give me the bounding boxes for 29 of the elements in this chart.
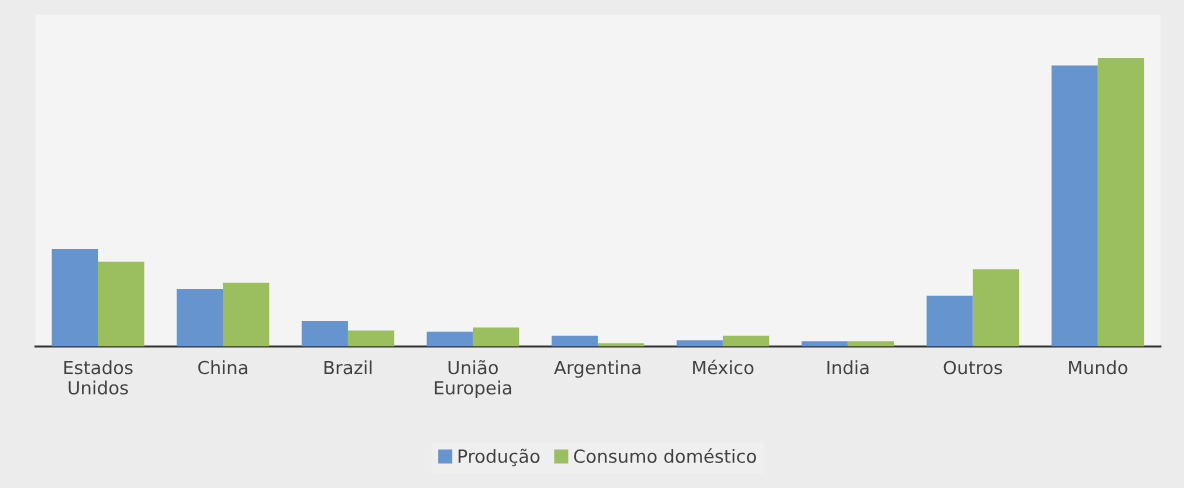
bar bbox=[176, 289, 223, 347]
bar bbox=[551, 335, 598, 347]
bar bbox=[472, 327, 520, 347]
bar bbox=[926, 295, 973, 347]
bar bbox=[676, 340, 723, 347]
bar bbox=[301, 321, 348, 347]
x-tick-label: Outros bbox=[943, 360, 1003, 375]
bar bbox=[347, 330, 395, 347]
bar bbox=[972, 269, 1020, 347]
bar bbox=[1097, 57, 1145, 347]
x-tick-label: India bbox=[827, 360, 869, 375]
x-tick-label: Mundo bbox=[1069, 360, 1128, 375]
x-tick-label: União Europeia bbox=[434, 360, 512, 399]
x-tick-label: Brazil bbox=[324, 360, 372, 375]
bar bbox=[597, 343, 645, 347]
bar bbox=[426, 331, 473, 347]
x-tick-label: México bbox=[693, 359, 754, 375]
bar bbox=[98, 261, 145, 347]
legend-label: Consumo doméstico bbox=[574, 448, 756, 464]
x-tick-label: Estados Unidos bbox=[64, 360, 133, 395]
bar bbox=[847, 341, 895, 347]
x-tick-label: China bbox=[198, 360, 248, 375]
legend-label: Produção bbox=[458, 448, 540, 467]
bar bbox=[222, 282, 270, 347]
x-tick-label: Argentina bbox=[554, 360, 641, 378]
bar bbox=[722, 335, 770, 347]
bar bbox=[1051, 65, 1098, 347]
bar bbox=[801, 341, 848, 347]
bar bbox=[51, 248, 99, 347]
